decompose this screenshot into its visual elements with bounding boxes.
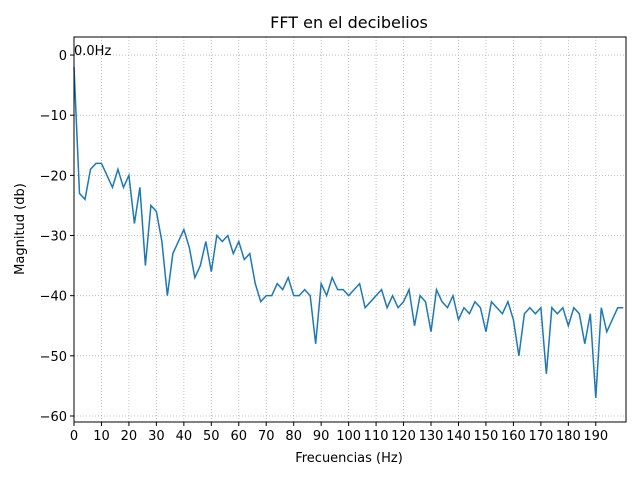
x-tick-label: 0 — [70, 429, 78, 444]
x-tick-label: 50 — [203, 429, 220, 444]
x-tick-label: 190 — [583, 429, 608, 444]
x-tick-label: 70 — [258, 429, 275, 444]
x-tick-label: 100 — [336, 429, 361, 444]
data-line — [73, 67, 624, 398]
x-tick-label: 170 — [528, 429, 553, 444]
x-tick-label: 130 — [419, 429, 444, 444]
x-tick-label: 180 — [556, 429, 581, 444]
y-tick-label: 0 — [59, 49, 67, 64]
x-tick-label: 90 — [313, 429, 330, 444]
x-tick-label: 60 — [231, 429, 248, 444]
y-tick-label: −30 — [40, 230, 67, 245]
x-tick-label: 160 — [501, 429, 526, 444]
x-tick-label: 80 — [285, 429, 302, 444]
x-tick-label: 20 — [121, 429, 138, 444]
x-tick-label: 150 — [474, 429, 499, 444]
x-tick-label: 120 — [391, 429, 416, 444]
x-axis-label: Frecuencias (Hz) — [295, 451, 403, 466]
x-tick-label: 30 — [148, 429, 165, 444]
plot-frame — [73, 36, 627, 423]
x-tick-label: 110 — [364, 429, 389, 444]
annotation: 0.0Hz — [74, 44, 111, 59]
x-tick-label: 140 — [446, 429, 471, 444]
y-tick-label: −20 — [40, 169, 67, 184]
chart-title: FFT en el decibelios — [270, 13, 428, 32]
x-tick-label: 40 — [176, 429, 193, 444]
y-tick-label: −10 — [40, 109, 67, 124]
y-axis-label: Magnitud (db) — [13, 183, 28, 275]
y-tick-label: −60 — [40, 410, 67, 425]
y-tick-label: −40 — [40, 290, 67, 305]
x-tick-label: 10 — [93, 429, 110, 444]
y-tick-label: −50 — [40, 350, 67, 365]
